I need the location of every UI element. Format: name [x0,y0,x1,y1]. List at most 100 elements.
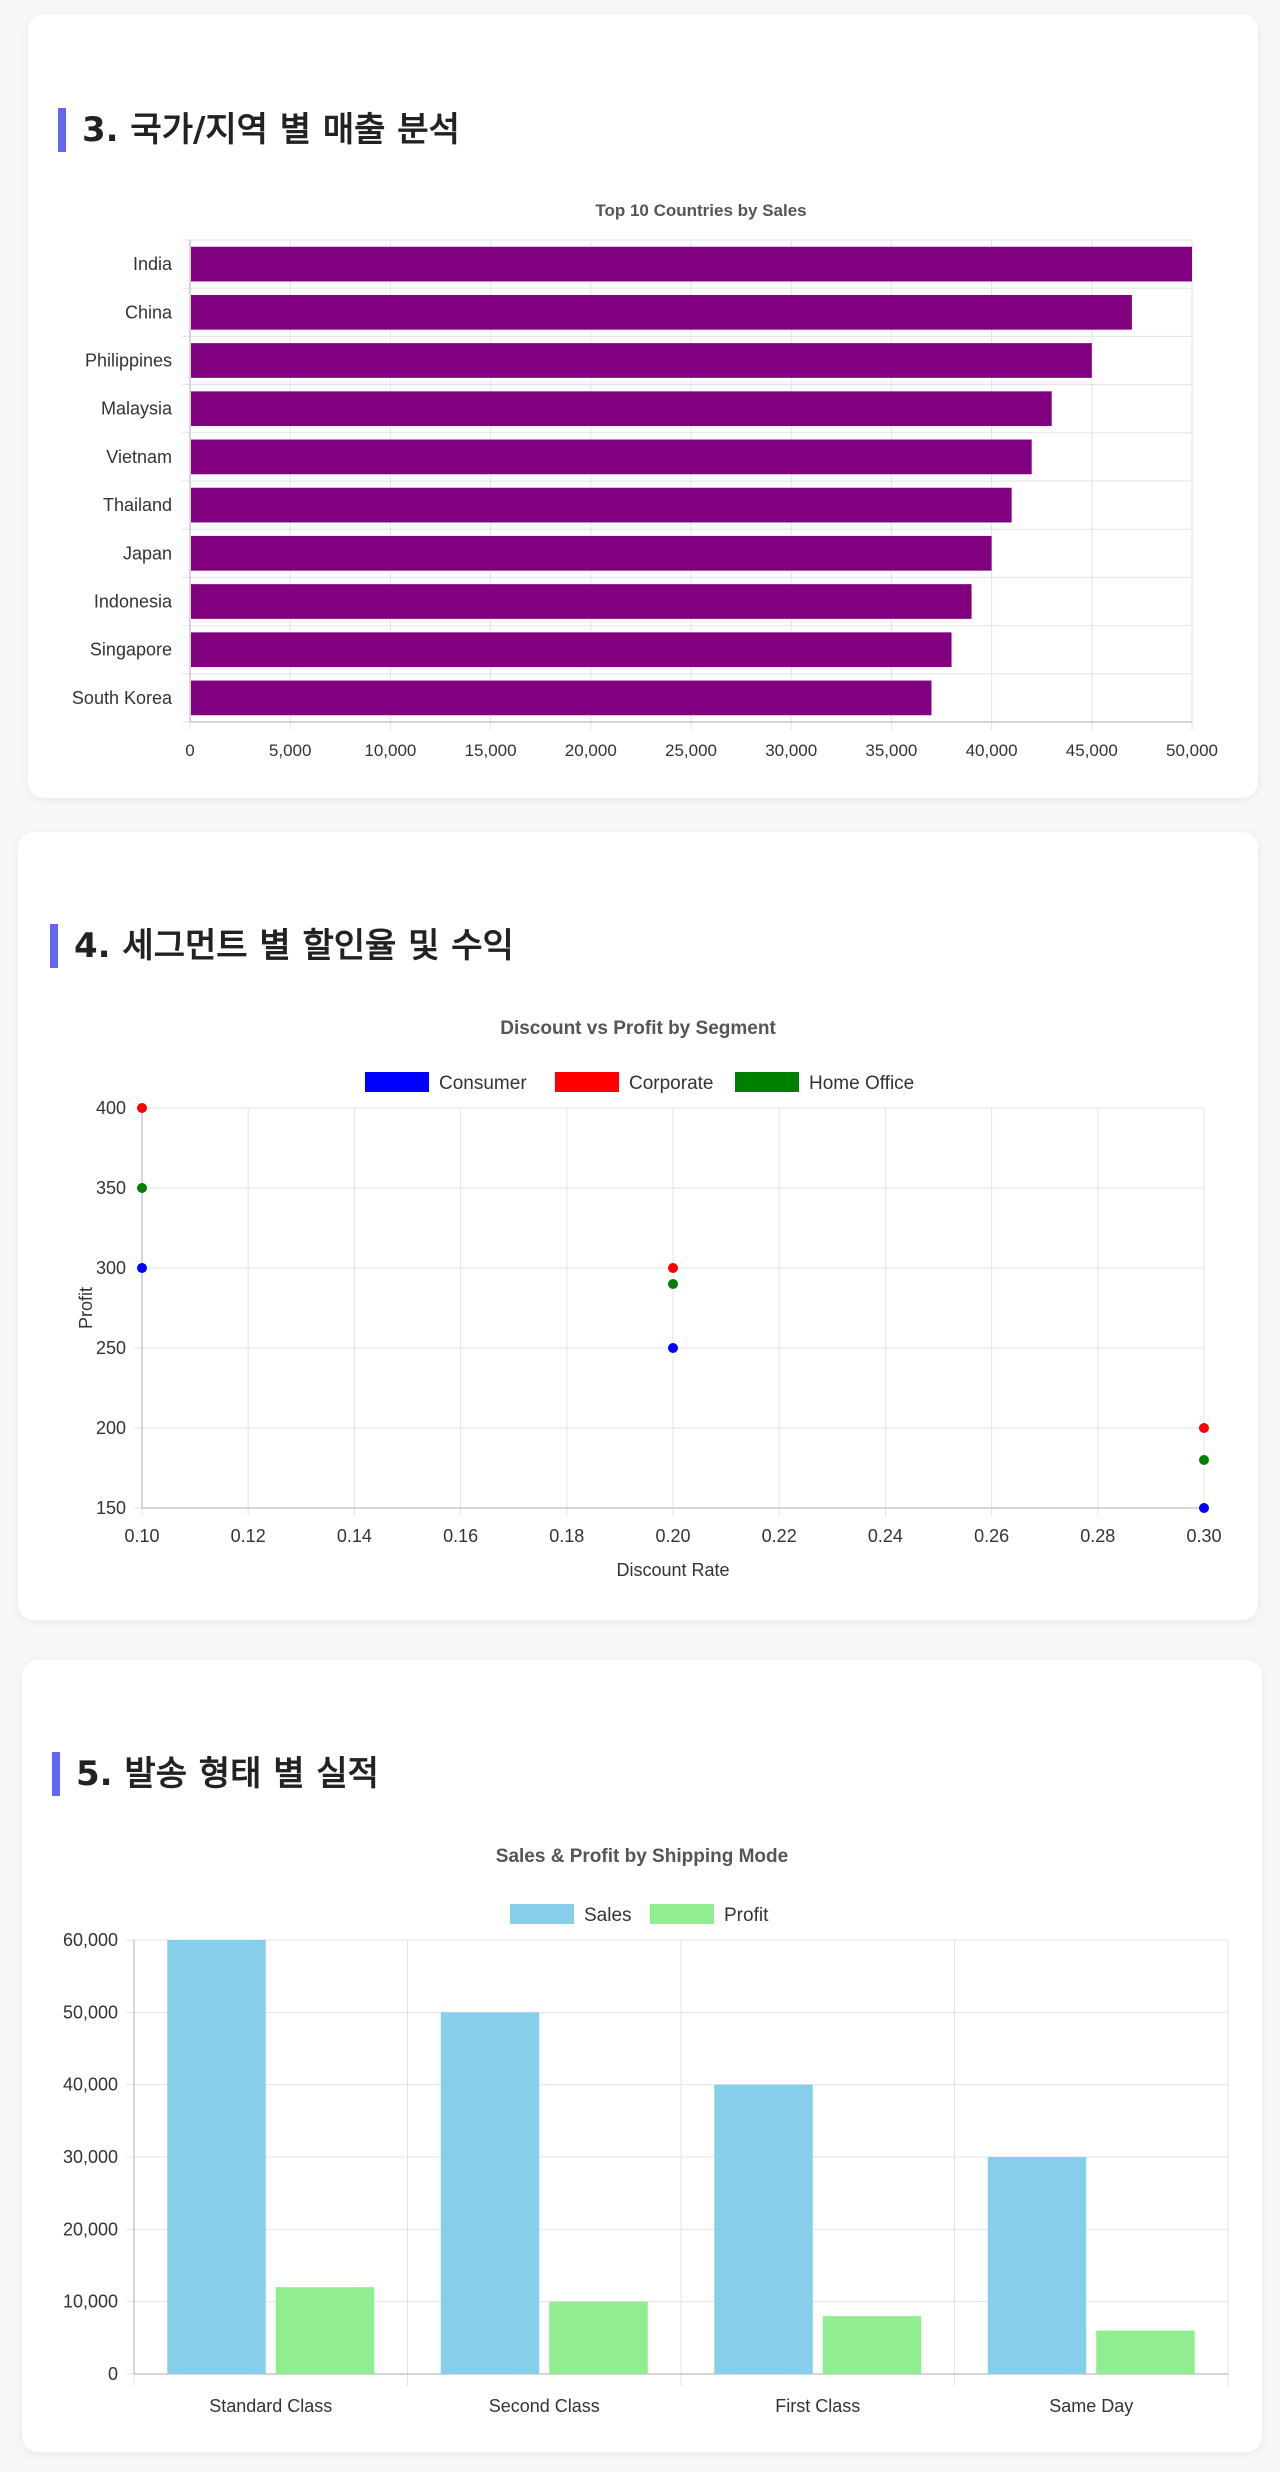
x-tick-label: 0.16 [443,1526,478,1546]
discount-profit-chart: Discount vs Profit by Segment Consumer Cor… [76,1018,1222,1580]
bar-sales-standard-class [167,1940,266,2374]
section-title-country-sales: 3. 국가/지역 별 매출 분석 [58,108,460,152]
y-tick-label: Thailand [103,495,172,515]
y-tick-label: 300 [96,1258,126,1278]
point-corporate [137,1103,147,1113]
point-corporate [1199,1423,1209,1433]
chart-title: Top 10 Countries by Sales [595,201,806,220]
legend-label: Sales [584,1905,632,1926]
bar-indonesia [191,584,972,619]
x-tick-label: 0.22 [762,1526,797,1546]
x-tick-label: 50,000 [1166,741,1218,760]
y-tick-label: 40,000 [63,2075,118,2095]
country-sales-card: 3. 국가/지역 별 매출 분석 Top 10 Countries by Sal… [28,14,1258,798]
bar-india [191,246,1192,282]
y-tick-label: 400 [96,1098,126,1118]
bar-philippines [191,343,1092,378]
x-tick-label: 35,000 [865,741,917,760]
y-tick-label: 350 [96,1178,126,1198]
y-tick-label: 200 [96,1418,126,1438]
bar-vietnam [191,439,1032,475]
x-tick-label: First Class [775,2396,860,2416]
bar-japan [191,535,992,571]
x-tick-label: 45,000 [1066,741,1118,760]
y-tick-label: Japan [123,543,172,563]
y-tick-label: 50,000 [63,2002,118,2022]
y-tick-label: Malaysia [101,399,173,419]
section-title-segment-discount: 4. 세그먼트 별 할인율 및 수익 [50,924,514,968]
y-tick-label: 0 [108,2364,118,2384]
bar-profit-first-class [822,2316,922,2374]
legend-label: Corporate [629,1073,714,1094]
bar-thailand [191,487,1012,523]
y-axis-label: Profit [76,1287,96,1329]
point-home-office [1199,1455,1209,1465]
y-tick-label: China [125,302,173,322]
y-tick-label: Vietnam [106,447,172,467]
bar-profit-standard-class [275,2287,375,2374]
x-tick-label: 0.12 [231,1526,266,1546]
bar-singapore [191,632,952,668]
x-tick-label: 15,000 [465,741,517,760]
shipping-mode-card: 5. 발송 형태 별 실적 Sales & Profit by Shipping… [22,1660,1262,2452]
section-title-shipping-mode: 5. 발송 형태 별 실적 [52,1752,379,1796]
y-tick-label: South Korea [72,688,173,708]
x-tick-label: 0.10 [124,1526,159,1546]
point-home-office [668,1279,678,1289]
legend-label: Profit [724,1905,769,1926]
x-tick-label: 0.24 [868,1526,903,1546]
x-tick-label: 25,000 [665,741,717,760]
bar-profit-second-class [549,2301,648,2374]
shipping-mode-chart: Sales & Profit by Shipping Mode Sales Prof… [63,1846,1229,2416]
y-tick-label: Indonesia [94,592,173,612]
x-tick-label: 0.30 [1186,1526,1221,1546]
bar-china [191,294,1132,330]
y-tick-label: 250 [96,1338,126,1358]
x-tick-label: 0.26 [974,1526,1009,1546]
legend-swatch-corporate [555,1072,619,1092]
y-tick-label: 60,000 [63,1930,118,1950]
country-sales-chart: Top 10 Countries by Sales 0 5,000 10,000 15,… [72,201,1218,760]
legend-label: Consumer [439,1073,527,1094]
x-tick-label: 0.14 [337,1526,372,1546]
x-tick-label: 40,000 [966,741,1018,760]
x-tick-label: 20,000 [565,741,617,760]
x-tick-label: 5,000 [269,741,312,760]
point-consumer [668,1343,678,1353]
bar-sales-second-class [440,2012,540,2374]
legend-swatch-home-office [735,1072,799,1092]
legend-swatch-sales [510,1904,574,1924]
x-axis-label: Discount Rate [616,1560,729,1580]
legend-label: Home Office [809,1073,914,1094]
point-corporate [668,1263,678,1273]
bar-profit-same-day [1096,2330,1195,2374]
x-tick-label: 0 [185,741,194,760]
chart-title: Discount vs Profit by Segment [500,1018,776,1039]
segment-discount-card: 4. 세그먼트 별 할인율 및 수익 Discount vs Profit by… [18,832,1258,1620]
legend-swatch-profit [650,1904,714,1924]
x-tick-label: Same Day [1049,2396,1133,2416]
y-tick-label: 150 [96,1498,126,1518]
y-tick-label: 10,000 [63,2292,118,2312]
bar-malaysia [191,391,1052,427]
bar-sales-same-day [987,2157,1087,2374]
chart-title: Sales & Profit by Shipping Mode [496,1846,788,1867]
x-tick-label: Second Class [489,2396,600,2416]
point-home-office [137,1183,147,1193]
x-tick-label: Standard Class [209,2396,332,2416]
x-tick-label: 10,000 [364,741,416,760]
y-tick-label: 30,000 [63,2147,118,2167]
x-tick-label: 0.20 [655,1526,690,1546]
y-tick-label: Singapore [90,640,172,660]
y-tick-label: Philippines [85,351,172,371]
legend-swatch-consumer [365,1072,429,1092]
bar-sales-first-class [714,2084,813,2374]
point-consumer [1199,1503,1209,1513]
y-tick-label: 20,000 [63,2219,118,2239]
point-consumer [137,1263,147,1273]
x-tick-label: 30,000 [765,741,817,760]
x-tick-label: 0.28 [1080,1526,1115,1546]
x-tick-label: 0.18 [549,1526,584,1546]
y-tick-label: India [133,254,173,274]
bar-south-korea [191,680,932,716]
